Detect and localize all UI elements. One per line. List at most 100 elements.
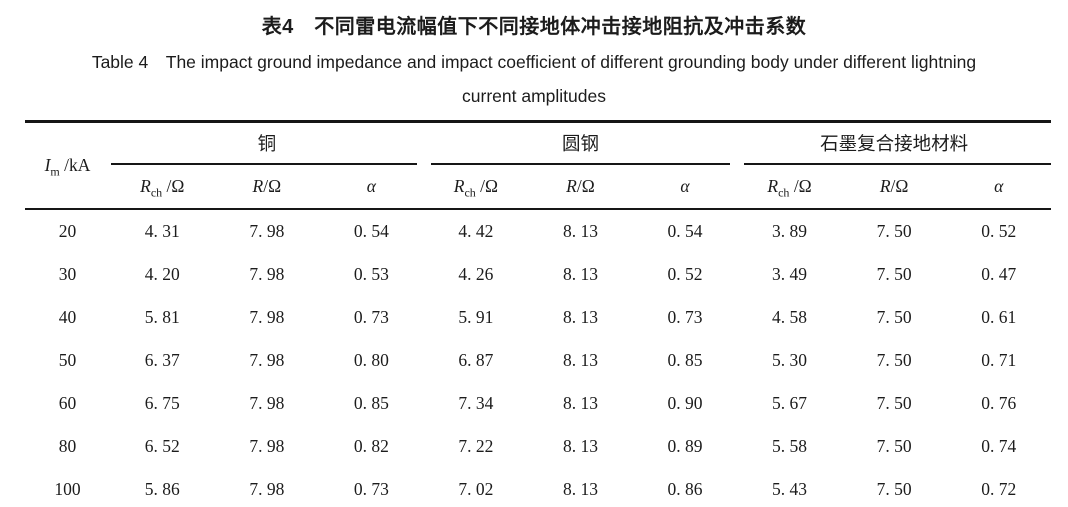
cell-value: 6. 52 [144,436,180,456]
table-row: 30 4. 20 7. 98 0. 53 4. 26 8. 13 0. 52 3… [25,253,1051,296]
col-header-rch-steel: Rch /Ω [423,165,529,210]
cell-im: 100 [54,479,81,499]
table-row: 100 5. 86 7. 98 0. 73 7. 02 8. 13 0. 86 … [25,468,1051,507]
column-header-im: Im /kA [25,121,110,210]
cell-value: 7. 98 [249,393,285,413]
cell-value: 0. 80 [353,350,389,370]
rch-subscript: ch [464,185,476,200]
group-label-graphite: 石墨复合接地材料 [820,135,969,155]
cell-value: 7. 34 [458,393,494,413]
cell-value: 7. 50 [876,479,912,499]
cell-value: 5. 30 [772,350,808,370]
cell-value: 7. 50 [876,350,912,370]
cell-value: 7. 02 [458,479,494,499]
cell-value: 8. 13 [562,436,598,456]
alpha-symbol: α [994,176,1004,196]
table-row: 20 4. 31 7. 98 0. 54 4. 42 8. 13 0. 54 3… [25,209,1051,253]
rch-symbol: R [767,176,779,196]
group-header-steel: 圆钢 [424,122,738,165]
cell-value: 0. 82 [353,436,389,456]
cell-value: 7. 98 [249,479,285,499]
group-underline-graphite [744,163,1051,165]
table-caption-en-line1: Table 4 The impact ground impedance and … [91,52,977,72]
rch-subscript: ch [778,185,790,200]
cell-im: 20 [58,221,77,241]
cell-value: 0. 90 [667,393,703,413]
cell-value: 3. 49 [772,264,808,284]
cell-value: 7. 98 [249,436,285,456]
cell-value: 0. 76 [981,393,1017,413]
cell-value: 7. 50 [876,436,912,456]
alpha-symbol: α [366,176,376,196]
cell-value: 0. 54 [353,221,389,241]
im-unit: /kA [59,155,91,175]
cell-value: 8. 13 [562,307,598,327]
cell-value: 0. 85 [667,350,703,370]
cell-value: 0. 73 [353,307,389,327]
cell-value: 0. 54 [667,221,703,241]
cell-value: 8. 13 [562,221,598,241]
cell-im: 60 [58,393,77,413]
cell-value: 0. 72 [981,479,1017,499]
r-unit: /Ω [576,176,595,196]
cell-im: 50 [58,350,77,370]
cell-value: 5. 86 [144,479,180,499]
cell-value: 5. 67 [772,393,808,413]
cell-value: 7. 50 [876,393,912,413]
col-header-alpha-copper: α [319,165,424,210]
col-header-r-steel: R/Ω [528,165,633,210]
col-header-rch-copper: Rch /Ω [110,165,215,210]
table-caption-en-line2: current amplitudes [462,86,606,106]
im-subscript: m [50,164,60,179]
cell-value: 0. 73 [353,479,389,499]
cell-value: 3. 89 [772,221,808,241]
cell-value: 6. 75 [144,393,180,413]
group-header-graphite: 石墨复合接地材料 [737,122,1051,165]
group-header-copper: 铜 [110,122,424,165]
rch-unit: /Ω [475,176,499,196]
cell-value: 7. 98 [249,221,285,241]
im-symbol: I [44,155,51,175]
cell-value: 6. 37 [144,350,180,370]
col-header-r-copper: R/Ω [214,165,320,210]
cell-value: 8. 13 [562,479,598,499]
r-symbol: R [879,176,891,196]
table-row: 60 6. 75 7. 98 0. 85 7. 34 8. 13 0. 90 5… [25,382,1051,425]
cell-value: 8. 13 [562,264,598,284]
cell-value: 4. 42 [458,221,494,241]
r-unit: /Ω [890,176,909,196]
cell-im: 40 [58,307,77,327]
rch-symbol: R [140,176,151,196]
cell-value: 0. 71 [981,350,1017,370]
group-header-row: Im /kA 铜 圆钢 石墨复合接地材料 [25,121,1051,210]
cell-value: 0. 61 [981,307,1017,327]
group-header-steel-inner: 圆钢 [424,123,738,165]
cell-value: 0. 52 [667,264,703,284]
cell-value: 0. 73 [667,307,703,327]
group-header-graphite-inner: 石墨复合接地材料 [737,123,1051,165]
cell-value: 0. 52 [981,221,1017,241]
cell-value: 7. 98 [249,350,285,370]
col-header-alpha-steel: α [632,165,738,210]
cell-im: 80 [58,436,77,456]
r-symbol: R [566,176,577,196]
cell-value: 0. 89 [667,436,703,456]
alpha-symbol: α [680,176,690,196]
group-label-steel: 圆钢 [561,135,599,155]
col-header-r-graphite: R/Ω [841,165,947,210]
table-row: 50 6. 37 7. 98 0. 80 6. 87 8. 13 0. 85 5… [25,339,1051,382]
cell-value: 7. 50 [876,221,912,241]
cell-value: 0. 86 [667,479,703,499]
cell-value: 8. 13 [562,350,598,370]
rch-subscript: ch [150,185,163,200]
cell-value: 8. 13 [562,393,598,413]
cell-value: 7. 22 [458,436,494,456]
col-header-alpha-graphite: α [946,165,1051,210]
cell-value: 5. 91 [458,307,494,327]
col-header-rch-graphite: Rch /Ω [737,165,842,210]
table-caption-zh: 表4 不同雷电流幅值下不同接地体冲击接地阻抗及冲击系数 [261,16,807,38]
cell-value: 6. 87 [458,350,494,370]
cell-value: 5. 43 [772,479,808,499]
cell-value: 4. 58 [772,307,808,327]
